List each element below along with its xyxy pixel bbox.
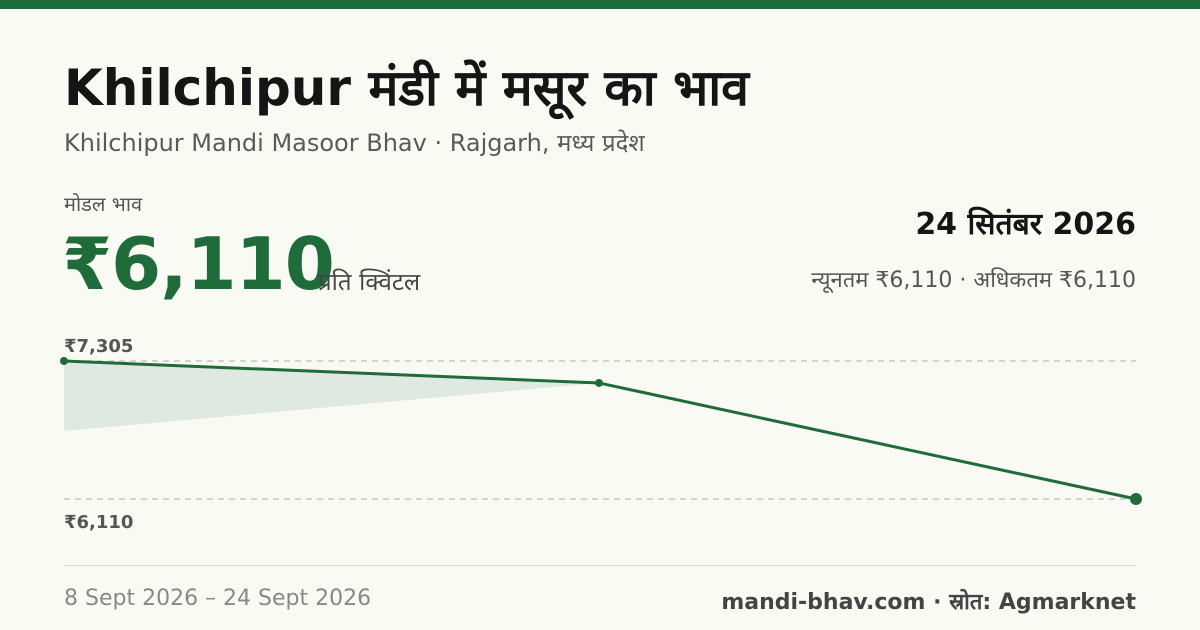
- footer-source: mandi-bhav.com · स्रोत: Agmarknet: [721, 590, 1136, 615]
- modal-price-value: ₹6,110: [62, 222, 335, 306]
- data-point-2: [595, 378, 603, 387]
- modal-price-label: मोडल भाव: [64, 192, 143, 216]
- data-point-1: [60, 357, 68, 365]
- top-accent-bar: [0, 0, 1200, 9]
- y-label-min: ₹6,110: [64, 512, 133, 533]
- data-point-3: [1130, 493, 1142, 505]
- min-max-range: न्यूनतम ₹6,110 · अधिकतम ₹6,110: [811, 268, 1136, 293]
- page-title: Khilchipur मंडी में मसूर का भाव: [64, 59, 749, 117]
- footer-divider: [64, 565, 1136, 566]
- page-subtitle: Khilchipur Mandi Masoor Bhav · Rajgarh, …: [64, 129, 645, 157]
- price-trend-chart: ₹7,305 ₹6,110: [60, 336, 1142, 533]
- footer-date-range: 8 Sept 2026 – 24 Sept 2026: [64, 586, 372, 611]
- report-date: 24 सितंबर 2026: [915, 207, 1136, 242]
- series-points: [60, 357, 1142, 505]
- y-label-max: ₹7,305: [64, 336, 133, 357]
- price-unit: प्रति क्विंटल: [318, 268, 421, 296]
